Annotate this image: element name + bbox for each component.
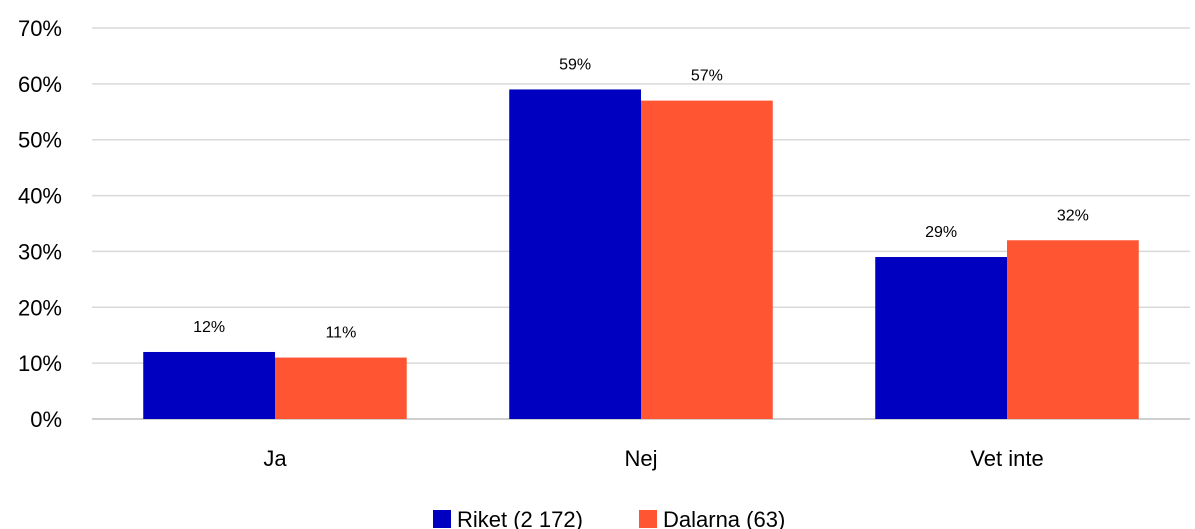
legend-swatch: [433, 510, 451, 528]
y-tick-label: 20%: [18, 295, 62, 320]
bar-nej-series-2: [641, 100, 773, 419]
x-category-label: Vet inte: [970, 446, 1043, 471]
data-label: 57%: [691, 68, 723, 85]
bar-ja-series-1: [143, 351, 275, 419]
data-label: 11%: [325, 325, 356, 342]
data-label: 32%: [1057, 207, 1089, 224]
y-tick-label: 50%: [18, 128, 62, 153]
data-label: 12%: [193, 319, 225, 336]
x-category-label: Ja: [263, 446, 287, 471]
legend-label: Riket (2 172): [457, 507, 583, 529]
data-label: 59%: [559, 56, 591, 73]
y-tick-label: 70%: [18, 16, 62, 41]
bars: [143, 89, 1139, 419]
y-tick-label: 40%: [18, 184, 62, 209]
y-axis-ticks: 0% 10% 20% 30% 40% 50% 60% 70%: [18, 16, 62, 432]
bar-vet-inte-series-2: [1007, 240, 1139, 419]
legend-swatch: [639, 510, 657, 528]
data-label: 29%: [925, 224, 957, 241]
bar-nej-series-1: [509, 89, 641, 419]
x-category-label: Nej: [624, 446, 657, 471]
y-tick-label: 0%: [30, 407, 62, 432]
x-axis-categories: Ja Nej Vet inte: [263, 446, 1043, 471]
legend: Riket (2 172) Dalarna (63): [433, 507, 785, 529]
data-labels: 12% 11% 59% 57% 29% 32%: [193, 56, 1089, 341]
legend-label: Dalarna (63): [663, 507, 785, 529]
y-tick-label: 10%: [18, 351, 62, 376]
y-tick-label: 30%: [18, 239, 62, 264]
bar-ja-series-2: [275, 357, 407, 419]
bar-vet-inte-series-1: [875, 257, 1007, 419]
y-tick-label: 60%: [18, 72, 62, 97]
